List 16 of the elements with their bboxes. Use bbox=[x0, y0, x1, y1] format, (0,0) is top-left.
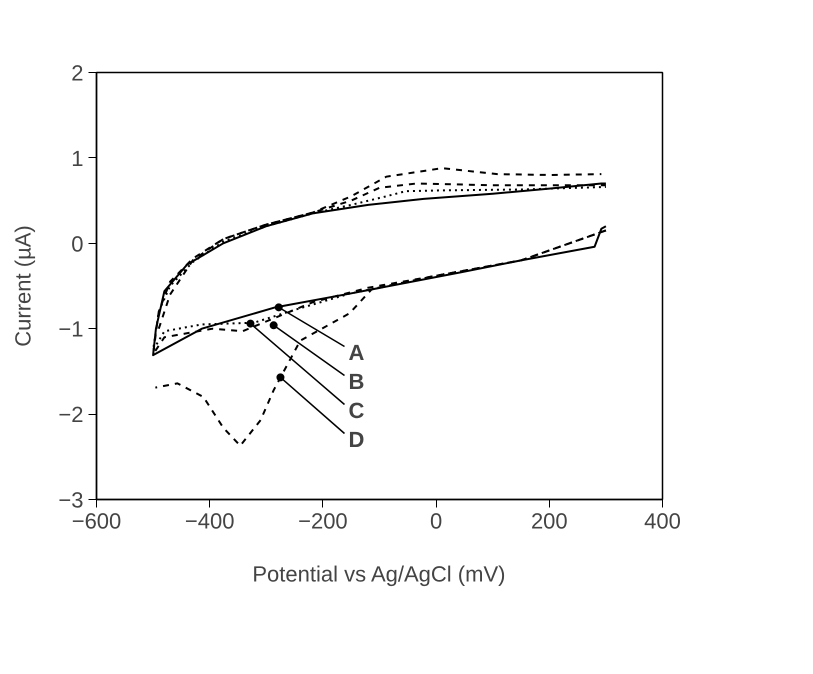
annotation: C bbox=[348, 398, 364, 423]
y-tick-label: −2 bbox=[58, 402, 84, 428]
x-axis-title: Potential vs Ag/AgCl (mV) bbox=[252, 562, 506, 586]
y-tick-label: −1 bbox=[58, 316, 84, 342]
x-tick-label: −400 bbox=[184, 508, 234, 534]
annotation: A bbox=[348, 340, 364, 365]
annotation: D bbox=[348, 427, 364, 452]
y-tick-label: 2 bbox=[71, 60, 84, 86]
y-tick-label: 1 bbox=[71, 146, 84, 171]
x-tick-label: 0 bbox=[430, 508, 442, 534]
y-axis-title: Current (µA) bbox=[10, 225, 36, 347]
y-tick-label: 0 bbox=[71, 231, 84, 256]
x-tick-label: 200 bbox=[530, 508, 568, 534]
annotation: B bbox=[348, 369, 364, 394]
x-tick-label: 400 bbox=[644, 508, 681, 534]
x-tick-label: −200 bbox=[298, 508, 348, 534]
